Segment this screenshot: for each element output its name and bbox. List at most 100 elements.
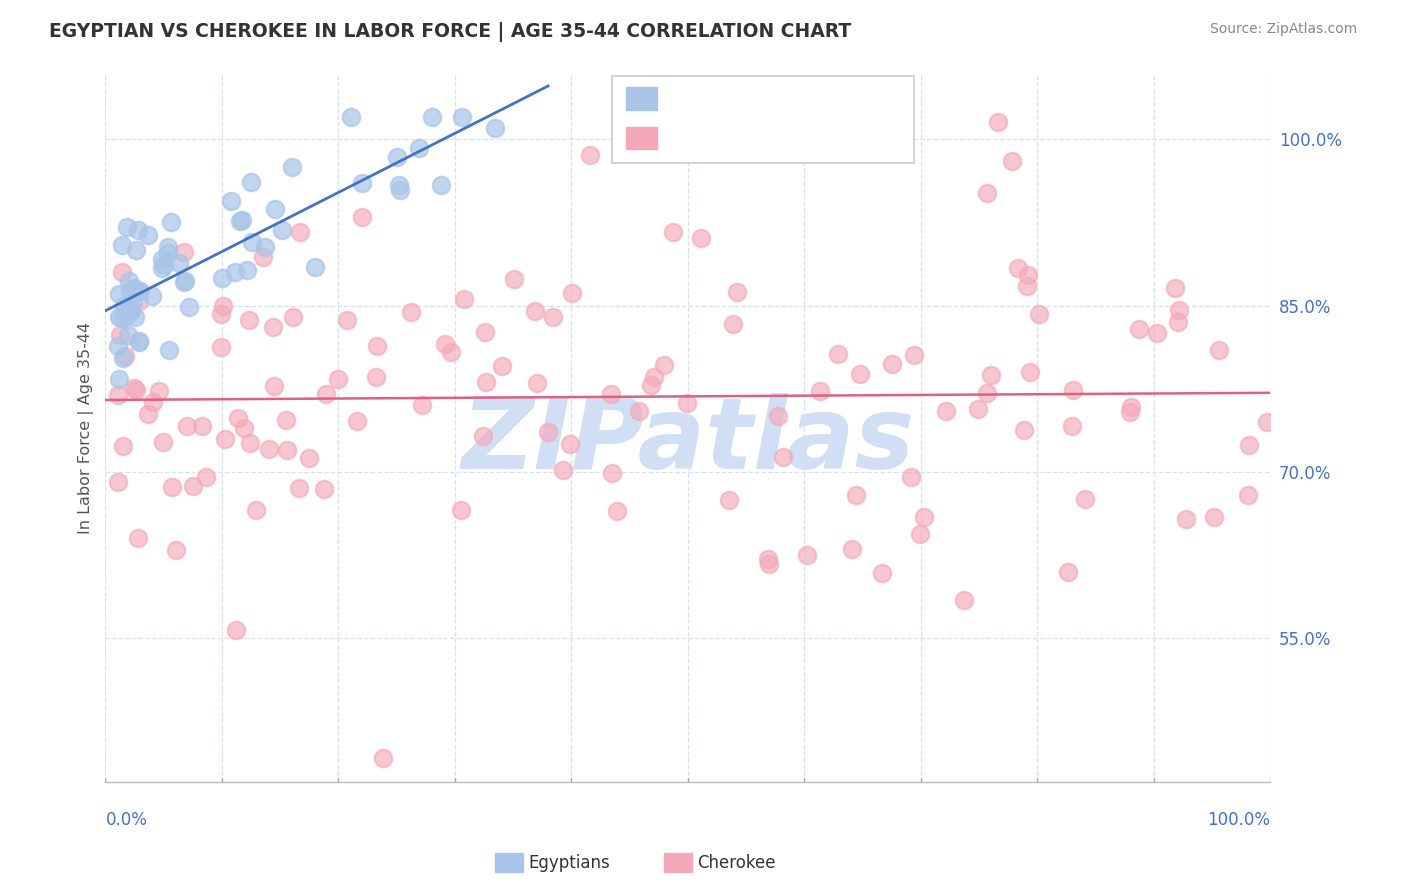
Point — [152, 258, 174, 272]
Point — [408, 141, 430, 155]
Point — [560, 437, 582, 451]
Y-axis label: In Labor Force | Age 35-44: In Labor Force | Age 35-44 — [79, 321, 94, 533]
Point — [239, 436, 262, 450]
Point — [276, 413, 298, 427]
Point — [453, 292, 475, 306]
Point — [209, 340, 232, 354]
Point — [537, 425, 560, 440]
Point — [174, 274, 197, 288]
Point — [288, 225, 311, 239]
Point — [254, 240, 277, 254]
Point — [148, 384, 170, 398]
Point — [758, 557, 780, 571]
Point — [1163, 281, 1185, 295]
Point — [245, 503, 267, 517]
Point — [1256, 416, 1278, 430]
Point — [491, 359, 513, 373]
Point — [336, 313, 359, 327]
Point — [880, 357, 903, 371]
Point — [127, 222, 149, 236]
Point — [117, 219, 139, 234]
Point — [662, 225, 685, 239]
Point — [912, 510, 935, 524]
Point — [366, 369, 388, 384]
Point — [136, 228, 159, 243]
Point — [399, 304, 422, 318]
Point — [160, 480, 183, 494]
Point — [142, 394, 165, 409]
Point — [176, 419, 198, 434]
Point — [107, 372, 129, 386]
Point — [1019, 365, 1042, 379]
Point — [264, 202, 287, 216]
Point — [1057, 565, 1080, 579]
Point — [908, 526, 931, 541]
Point — [551, 463, 574, 477]
Point — [114, 349, 136, 363]
Point — [543, 310, 565, 324]
Point — [526, 376, 548, 390]
Point — [350, 210, 373, 224]
Point — [304, 260, 326, 275]
Point — [108, 287, 131, 301]
Point — [366, 338, 388, 352]
Point — [125, 244, 148, 258]
Point — [772, 450, 794, 464]
Point — [1167, 303, 1189, 318]
Point — [717, 493, 740, 508]
Point — [112, 351, 135, 366]
Point — [127, 531, 149, 545]
Point — [987, 114, 1010, 128]
Point — [122, 281, 145, 295]
Text: R = 0.029   N = 129: R = 0.029 N = 129 — [668, 129, 865, 147]
Point — [115, 309, 138, 323]
Point — [1015, 279, 1038, 293]
Point — [233, 420, 256, 434]
Point — [766, 409, 789, 423]
Point — [191, 418, 214, 433]
Point — [211, 271, 233, 285]
Text: Source: ZipAtlas.com: Source: ZipAtlas.com — [1209, 22, 1357, 37]
Point — [976, 186, 998, 201]
Point — [152, 434, 174, 449]
Point — [120, 303, 142, 318]
Point — [283, 310, 305, 325]
Point — [1062, 383, 1084, 397]
Point — [1167, 315, 1189, 329]
Point — [181, 479, 204, 493]
Point — [429, 178, 451, 193]
Point — [111, 311, 134, 326]
Point — [725, 285, 748, 300]
Point — [214, 432, 236, 446]
Point — [315, 387, 337, 401]
Point — [980, 368, 1002, 382]
Point — [240, 235, 263, 249]
Point — [1175, 512, 1198, 526]
Point — [252, 250, 274, 264]
Point — [219, 194, 242, 209]
Point — [756, 551, 779, 566]
Point — [150, 252, 173, 266]
Text: 0.0%: 0.0% — [105, 811, 148, 829]
Point — [388, 183, 411, 197]
Point — [136, 407, 159, 421]
Point — [1204, 510, 1226, 524]
Point — [578, 148, 600, 162]
Point — [288, 481, 311, 495]
Point — [1146, 326, 1168, 341]
Point — [371, 750, 394, 764]
Point — [872, 566, 894, 580]
Point — [827, 347, 849, 361]
Point — [676, 396, 699, 410]
Point — [524, 304, 547, 318]
Point — [281, 160, 304, 174]
Point — [420, 110, 443, 124]
Point — [128, 284, 150, 298]
Point — [690, 231, 713, 245]
Point — [127, 285, 149, 299]
Point — [475, 375, 498, 389]
Point — [262, 319, 284, 334]
Point — [124, 381, 146, 395]
Point — [111, 439, 134, 453]
Point — [502, 272, 524, 286]
